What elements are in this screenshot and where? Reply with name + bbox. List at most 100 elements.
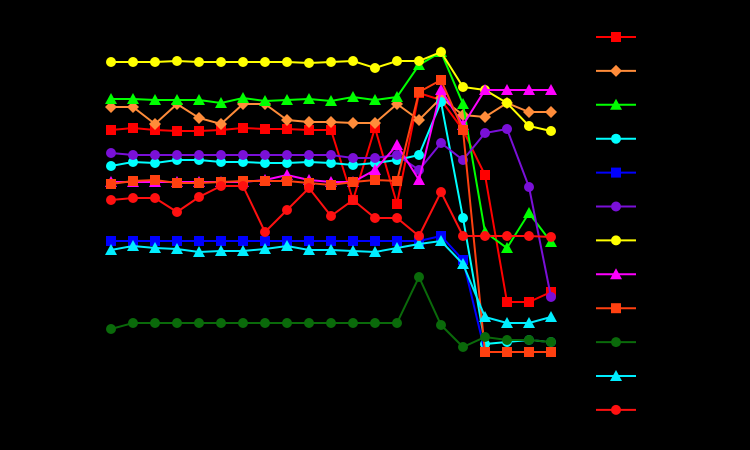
marker: [524, 121, 534, 131]
marker: [326, 150, 336, 160]
marker: [546, 337, 556, 347]
marker: [524, 297, 534, 307]
marker: [172, 207, 182, 217]
marker: [458, 213, 468, 223]
marker: [105, 244, 117, 255]
marker: [193, 246, 205, 257]
marker: [370, 175, 380, 185]
marker: [215, 97, 227, 108]
marker: [172, 150, 182, 160]
marker: [480, 332, 490, 342]
marker: [106, 125, 116, 135]
marker: [414, 56, 424, 66]
marker: [281, 240, 293, 251]
marker: [106, 161, 116, 171]
marker: [458, 342, 468, 352]
marker: [392, 318, 402, 328]
marker: [238, 236, 248, 246]
marker: [150, 193, 160, 203]
marker: [523, 106, 535, 118]
legend-marker: [611, 337, 621, 348]
marker: [281, 114, 293, 126]
marker: [260, 158, 270, 168]
marker: [546, 292, 556, 302]
marker: [348, 160, 358, 170]
marker: [303, 116, 315, 128]
marker: [479, 111, 491, 123]
marker: [369, 117, 381, 129]
marker: [106, 57, 116, 67]
marker: [193, 112, 205, 124]
marker: [238, 150, 248, 160]
marker: [369, 94, 381, 105]
marker: [282, 318, 292, 328]
marker: [260, 318, 270, 328]
marker: [106, 179, 116, 189]
marker: [172, 236, 182, 246]
marker: [436, 320, 446, 330]
marker: [326, 236, 336, 246]
marker: [304, 125, 314, 135]
marker: [238, 57, 248, 67]
marker: [238, 318, 248, 328]
marker: [370, 63, 380, 73]
marker: [216, 150, 226, 160]
marker: [282, 205, 292, 215]
marker: [326, 57, 336, 67]
marker: [303, 244, 315, 255]
marker: [391, 242, 403, 253]
marker: [128, 150, 138, 160]
marker: [194, 150, 204, 160]
marker: [479, 84, 491, 95]
marker: [260, 150, 270, 160]
marker: [215, 245, 227, 256]
marker: [435, 235, 447, 246]
marker: [392, 176, 402, 186]
marker: [304, 318, 314, 328]
marker: [260, 227, 270, 237]
marker: [172, 178, 182, 188]
marker: [194, 236, 204, 246]
marker: [282, 57, 292, 67]
legend-marker: [610, 98, 622, 110]
marker: [237, 92, 249, 103]
marker: [216, 157, 226, 167]
marker: [128, 57, 138, 67]
marker: [392, 213, 402, 223]
marker: [480, 128, 490, 138]
marker: [436, 187, 446, 197]
marker: [216, 57, 226, 67]
marker: [171, 94, 183, 105]
marker: [106, 148, 116, 158]
marker: [502, 231, 512, 241]
marker: [194, 178, 204, 188]
marker: [128, 193, 138, 203]
legend-marker: [611, 32, 621, 42]
marker: [216, 236, 226, 246]
marker: [149, 118, 161, 130]
marker: [348, 236, 358, 246]
marker: [150, 175, 160, 185]
marker: [370, 236, 380, 246]
marker: [458, 82, 468, 92]
marker: [348, 56, 358, 66]
marker: [457, 258, 469, 269]
marker: [150, 150, 160, 160]
marker: [150, 158, 160, 168]
marker: [502, 297, 512, 307]
marker: [545, 311, 557, 322]
marker: [370, 318, 380, 328]
marker: [501, 84, 513, 95]
marker: [545, 106, 557, 118]
marker: [436, 47, 446, 57]
legend-marker: [611, 404, 621, 415]
marker: [216, 318, 226, 328]
marker: [260, 57, 270, 67]
marker: [347, 91, 359, 102]
marker: [304, 150, 314, 160]
legend-marker: [610, 370, 622, 381]
marker: [436, 75, 446, 85]
marker: [502, 98, 512, 108]
marker: [282, 176, 292, 186]
marker: [238, 157, 248, 167]
